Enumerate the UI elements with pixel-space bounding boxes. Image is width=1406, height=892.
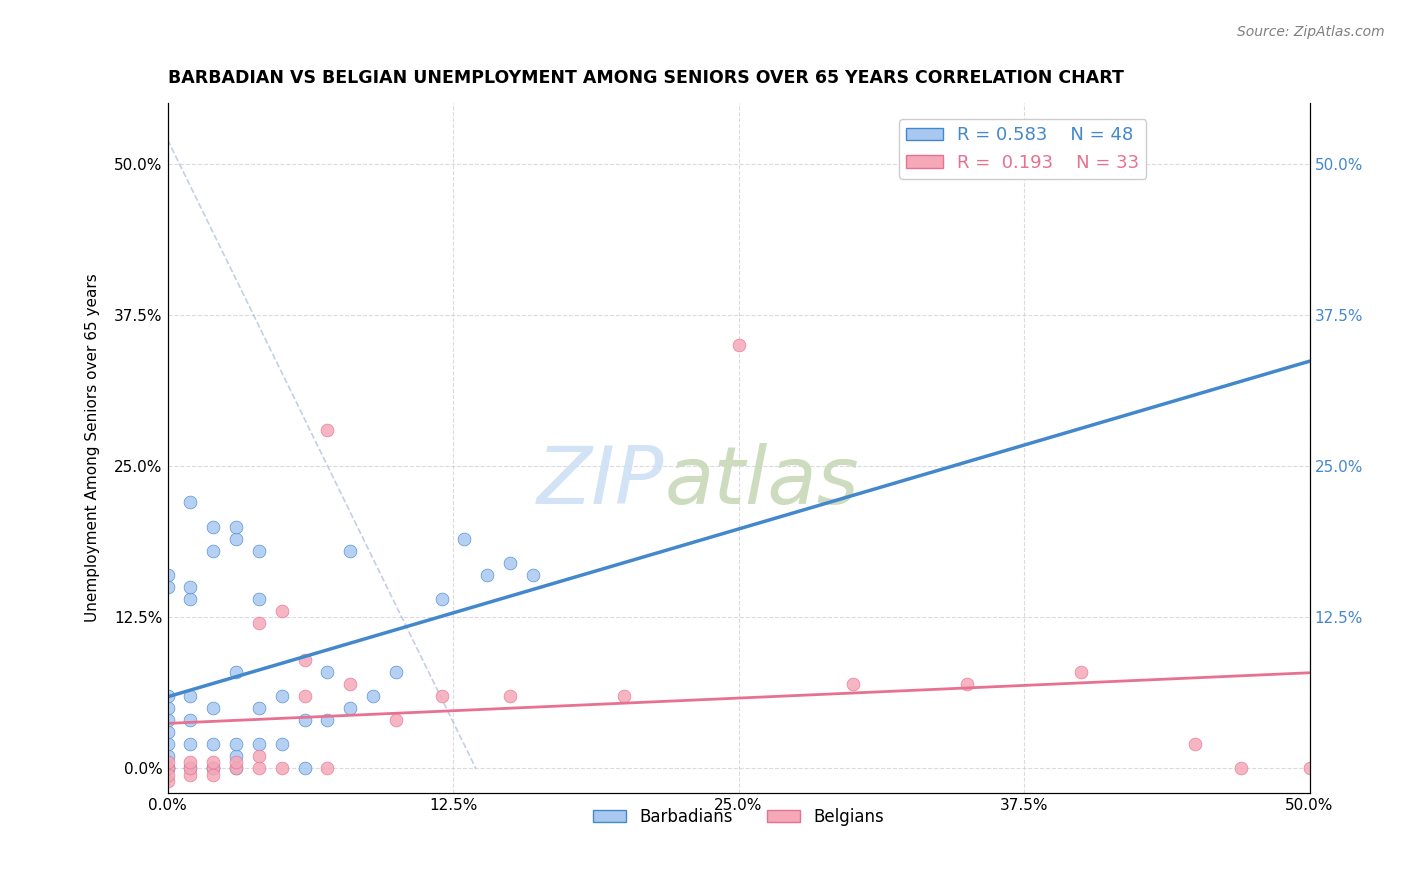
Point — [179, 713, 201, 727]
Point — [316, 423, 339, 437]
Point — [225, 665, 247, 679]
Point — [225, 762, 247, 776]
Point — [225, 532, 247, 546]
Text: ZIP: ZIP — [537, 443, 664, 522]
Point — [956, 677, 979, 691]
Point — [179, 762, 201, 776]
Text: BARBADIAN VS BELGIAN UNEMPLOYMENT AMONG SENIORS OVER 65 YEARS CORRELATION CHART: BARBADIAN VS BELGIAN UNEMPLOYMENT AMONG … — [167, 69, 1123, 87]
Point — [156, 568, 179, 582]
Point — [156, 749, 179, 764]
Point — [247, 701, 270, 715]
Point — [316, 665, 339, 679]
Point — [430, 689, 453, 703]
Point — [522, 568, 544, 582]
Point — [225, 519, 247, 533]
Point — [225, 756, 247, 770]
Point — [247, 749, 270, 764]
Point — [202, 737, 225, 751]
Point — [294, 713, 316, 727]
Point — [156, 713, 179, 727]
Point — [225, 762, 247, 776]
Text: Source: ZipAtlas.com: Source: ZipAtlas.com — [1237, 25, 1385, 39]
Point — [430, 592, 453, 607]
Point — [156, 767, 179, 781]
Point — [339, 677, 361, 691]
Point — [156, 773, 179, 788]
Point — [156, 580, 179, 594]
Point — [202, 519, 225, 533]
Point — [361, 689, 384, 703]
Point — [247, 592, 270, 607]
Point — [613, 689, 636, 703]
Point — [339, 701, 361, 715]
Point — [156, 701, 179, 715]
Point — [247, 737, 270, 751]
Point — [1070, 665, 1092, 679]
Point — [156, 689, 179, 703]
Point — [202, 756, 225, 770]
Point — [179, 762, 201, 776]
Point — [156, 756, 179, 770]
Point — [477, 568, 499, 582]
Point — [339, 543, 361, 558]
Point — [270, 689, 292, 703]
Point — [179, 767, 201, 781]
Point — [225, 749, 247, 764]
Point — [247, 543, 270, 558]
Point — [385, 713, 408, 727]
Point — [202, 543, 225, 558]
Point — [202, 762, 225, 776]
Point — [1184, 737, 1206, 751]
Point — [316, 762, 339, 776]
Point — [247, 762, 270, 776]
Point — [270, 762, 292, 776]
Point — [225, 737, 247, 751]
Point — [385, 665, 408, 679]
Point — [156, 737, 179, 751]
Point — [156, 762, 179, 776]
Point — [156, 762, 179, 776]
Point — [179, 689, 201, 703]
Point — [179, 737, 201, 751]
Point — [179, 756, 201, 770]
Point — [179, 495, 201, 509]
Y-axis label: Unemployment Among Seniors over 65 years: Unemployment Among Seniors over 65 years — [86, 274, 100, 623]
Text: atlas: atlas — [664, 443, 859, 522]
Point — [294, 652, 316, 666]
Point — [499, 689, 522, 703]
Legend: Barbadians, Belgians: Barbadians, Belgians — [586, 801, 890, 832]
Point — [156, 762, 179, 776]
Point — [453, 532, 475, 546]
Point — [202, 701, 225, 715]
Point — [247, 616, 270, 631]
Point — [179, 592, 201, 607]
Point — [294, 689, 316, 703]
Point — [1298, 762, 1320, 776]
Point — [179, 580, 201, 594]
Point — [270, 737, 292, 751]
Point — [727, 338, 749, 352]
Point — [499, 556, 522, 570]
Point — [316, 713, 339, 727]
Point — [294, 762, 316, 776]
Point — [202, 762, 225, 776]
Point — [202, 762, 225, 776]
Point — [270, 604, 292, 618]
Point — [841, 677, 863, 691]
Point — [1230, 762, 1253, 776]
Point — [202, 767, 225, 781]
Point — [156, 725, 179, 739]
